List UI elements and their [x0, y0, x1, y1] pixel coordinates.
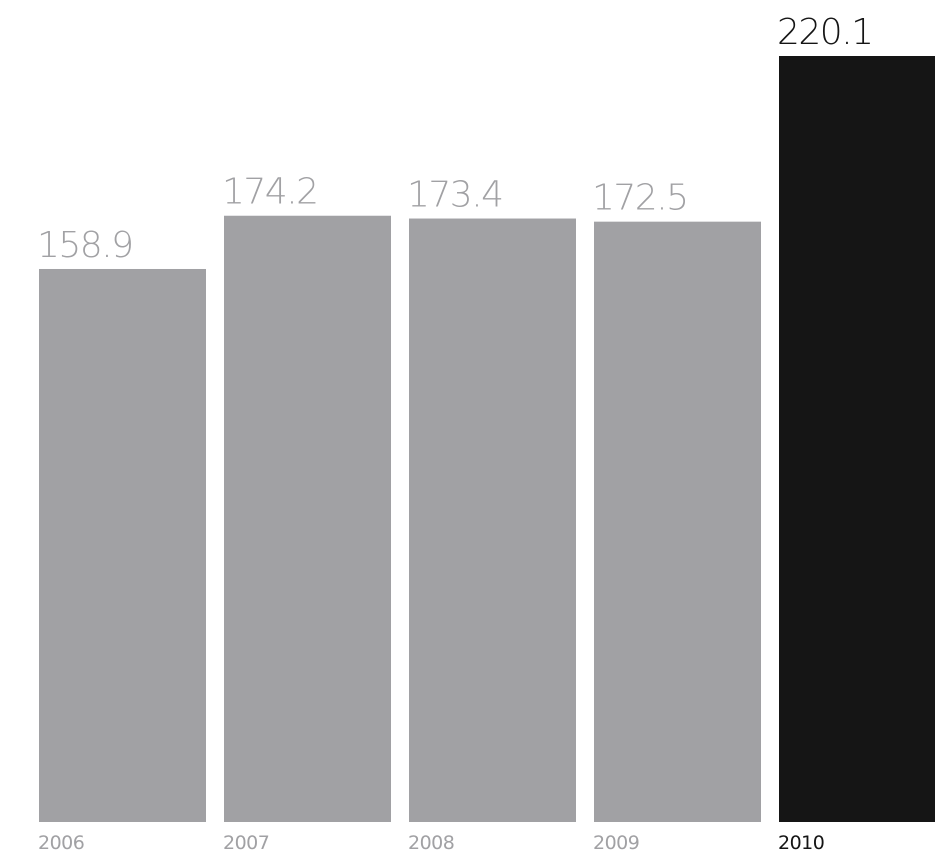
bar-2009 — [594, 221, 761, 822]
bar-2007 — [224, 215, 391, 822]
value-label-2006: 158.9 — [37, 225, 133, 266]
x-tick-label-2007: 2007 — [223, 832, 269, 854]
value-label-2010: 220.1 — [777, 12, 873, 53]
x-tick-label-2008: 2008 — [408, 832, 454, 854]
bar-2006 — [39, 268, 206, 822]
bar-2008 — [409, 218, 576, 822]
x-tick-label-2006: 2006 — [38, 832, 84, 854]
x-tick-label-2009: 2009 — [593, 832, 639, 854]
bar-2010 — [779, 56, 935, 822]
value-label-2008: 173.4 — [407, 175, 503, 216]
value-label-2007: 174.2 — [222, 172, 318, 213]
x-tick-label-2010: 2010 — [778, 832, 824, 854]
value-label-2009: 172.5 — [592, 178, 688, 219]
